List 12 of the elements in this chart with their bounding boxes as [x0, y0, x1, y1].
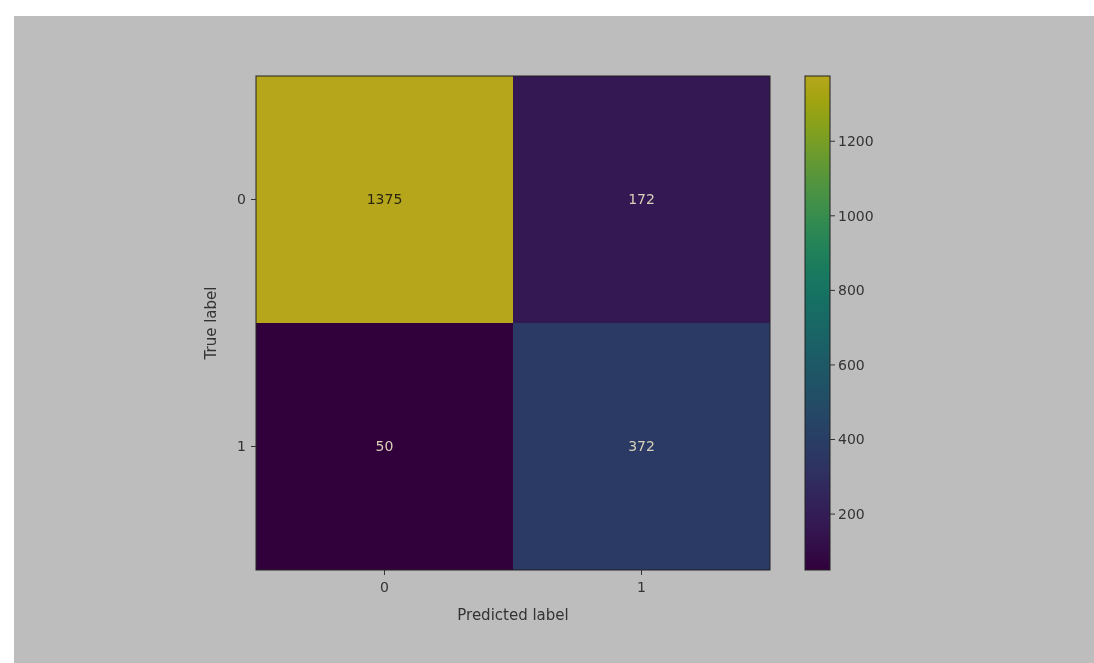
y-axis-title: True label	[202, 286, 220, 361]
data-label: 1375	[366, 191, 403, 208]
data-label: 372	[628, 438, 655, 455]
color-bar-label: 1000	[838, 207, 874, 224]
color-bar-label: 400	[838, 431, 865, 448]
color-bar-label: 200	[838, 505, 865, 522]
color-bar-label: 800	[838, 282, 865, 299]
color-bar-label: 1200	[838, 133, 874, 150]
x-axis-title: Predicted label	[457, 606, 569, 624]
data-label: 50	[375, 438, 394, 455]
color-bar-label: 600	[838, 356, 865, 373]
data-label: 172	[628, 191, 655, 208]
